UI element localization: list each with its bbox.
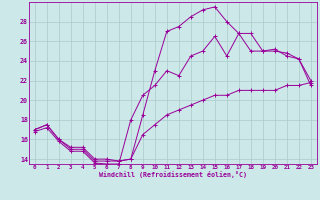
X-axis label: Windchill (Refroidissement éolien,°C): Windchill (Refroidissement éolien,°C) [99,171,247,178]
